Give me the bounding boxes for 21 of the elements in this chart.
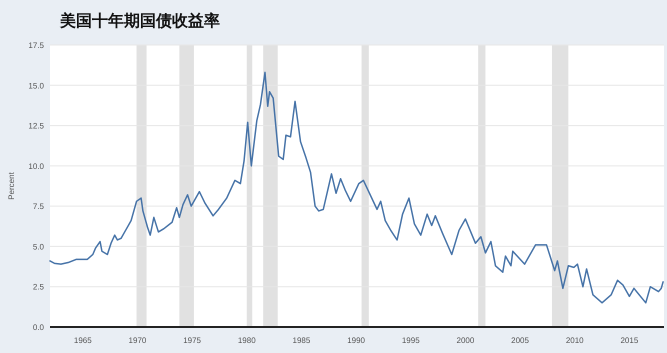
y-tick-label: 10.0 (28, 162, 45, 171)
x-tick-label: 1970 (128, 336, 147, 345)
x-tick-label: 2015 (620, 336, 639, 345)
x-tick-label: 2005 (511, 336, 530, 345)
x-tick-label: 1975 (183, 336, 202, 345)
y-axis-title: Percent (7, 171, 16, 200)
x-tick-label: 1980 (238, 336, 256, 345)
y-tick-label: 5.0 (32, 242, 45, 252)
x-tick-label: 2000 (456, 336, 475, 345)
y-tick-label: 12.5 (28, 122, 45, 131)
y-tick-label: 17.5 (28, 41, 45, 50)
y-tick-label: 7.5 (32, 202, 45, 212)
x-tick-label: 1965 (74, 336, 92, 345)
x-tick-label: 1985 (292, 336, 311, 345)
y-tick-label: 15.0 (28, 81, 45, 90)
y-tick-label: 2.5 (32, 282, 45, 292)
y-tick-label: 0.0 (32, 323, 45, 332)
x-tick-label: 1995 (402, 336, 420, 345)
x-tick-label: 2010 (566, 336, 584, 345)
chart-title: 美国十年期国债收益率 (59, 11, 220, 30)
x-tick-label: 1990 (347, 336, 366, 345)
